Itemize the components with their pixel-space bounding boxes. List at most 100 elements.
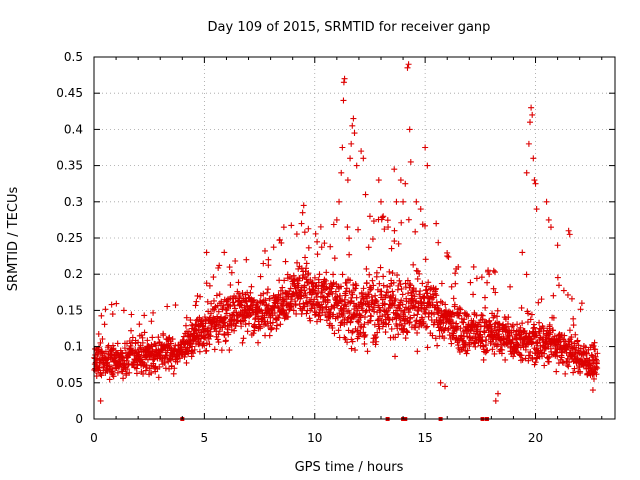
data-point <box>218 347 225 354</box>
data-point <box>572 331 579 338</box>
data-point <box>531 324 538 331</box>
data-point <box>414 275 421 282</box>
data-point <box>314 238 321 245</box>
data-points <box>91 61 601 421</box>
data-point <box>419 316 426 323</box>
data-point <box>362 309 369 316</box>
data-point <box>433 292 440 299</box>
data-point <box>149 334 156 341</box>
data-point <box>464 347 471 354</box>
data-point <box>478 311 485 318</box>
data-point <box>311 274 318 281</box>
data-point <box>531 177 538 184</box>
data-point <box>128 311 135 318</box>
data-point <box>303 294 310 301</box>
data-point <box>193 298 200 305</box>
data-point <box>226 264 233 271</box>
data-point <box>235 279 242 286</box>
data-point <box>317 223 324 230</box>
data-point <box>315 285 322 292</box>
data-point <box>321 240 328 247</box>
data-point <box>399 291 406 298</box>
data-point <box>550 327 557 334</box>
data-point <box>213 292 220 299</box>
data-point <box>566 359 573 366</box>
data-point <box>354 307 361 314</box>
data-point <box>138 332 145 339</box>
data-point <box>242 321 249 328</box>
data-point <box>148 369 155 376</box>
data-point <box>221 249 228 256</box>
data-point <box>113 300 120 307</box>
data-point <box>392 353 399 360</box>
data-point <box>228 269 235 276</box>
data-point <box>389 288 396 295</box>
data-point <box>123 357 130 364</box>
data-point <box>546 321 553 328</box>
data-point <box>323 269 330 276</box>
data-point <box>568 334 575 341</box>
data-point <box>435 239 442 246</box>
data-point <box>248 283 255 290</box>
data-point <box>590 375 597 382</box>
data-point <box>577 345 584 352</box>
data-point <box>298 220 305 227</box>
data-point <box>360 285 367 292</box>
data-point <box>255 339 262 346</box>
data-point <box>519 320 526 327</box>
data-point <box>434 342 441 349</box>
data-point <box>164 303 171 310</box>
data-point <box>210 297 217 304</box>
y-tick-label: 0.25 <box>56 231 83 245</box>
data-point <box>555 339 562 346</box>
data-point <box>364 295 371 302</box>
data-point <box>397 307 404 314</box>
data-point <box>361 340 368 347</box>
data-point <box>349 291 356 298</box>
data-point <box>339 144 346 151</box>
data-point <box>278 239 285 246</box>
data-point <box>96 364 103 371</box>
data-point <box>397 177 404 184</box>
data-point <box>415 304 422 311</box>
data-point <box>186 344 193 351</box>
data-point <box>465 313 472 320</box>
data-point <box>385 321 392 328</box>
data-point <box>361 321 368 328</box>
data-point <box>285 313 292 320</box>
data-point <box>507 283 514 290</box>
data-point <box>535 299 542 306</box>
data-point <box>451 311 458 318</box>
data-point <box>423 324 430 331</box>
data-point <box>197 293 204 300</box>
data-point <box>246 320 253 327</box>
data-point <box>167 357 174 364</box>
chart-title: Day 109 of 2015, SRMTID for receiver gan… <box>208 20 491 35</box>
data-point <box>265 302 272 309</box>
data-point <box>293 310 300 317</box>
data-point <box>508 340 515 347</box>
data-point <box>368 285 375 292</box>
data-point <box>227 303 234 310</box>
data-point <box>322 312 329 319</box>
data-point <box>238 323 245 330</box>
data-point <box>492 269 499 276</box>
data-point <box>305 244 312 251</box>
data-point <box>307 296 314 303</box>
data-point <box>95 347 102 354</box>
data-point <box>243 256 250 263</box>
data-point <box>323 317 330 324</box>
data-point <box>231 327 238 334</box>
y-tick-label: 0.05 <box>56 376 83 390</box>
data-point <box>123 372 130 379</box>
data-point <box>583 350 590 357</box>
data-point <box>529 111 536 118</box>
data-point <box>355 226 362 233</box>
y-axis-label: SRMTID / TECUs <box>6 187 21 292</box>
data-point <box>592 346 599 353</box>
data-point <box>482 304 489 311</box>
data-point <box>470 317 477 324</box>
x-axis-label: GPS time / hours <box>295 460 404 475</box>
data-point <box>540 325 547 332</box>
data-point <box>483 348 490 355</box>
